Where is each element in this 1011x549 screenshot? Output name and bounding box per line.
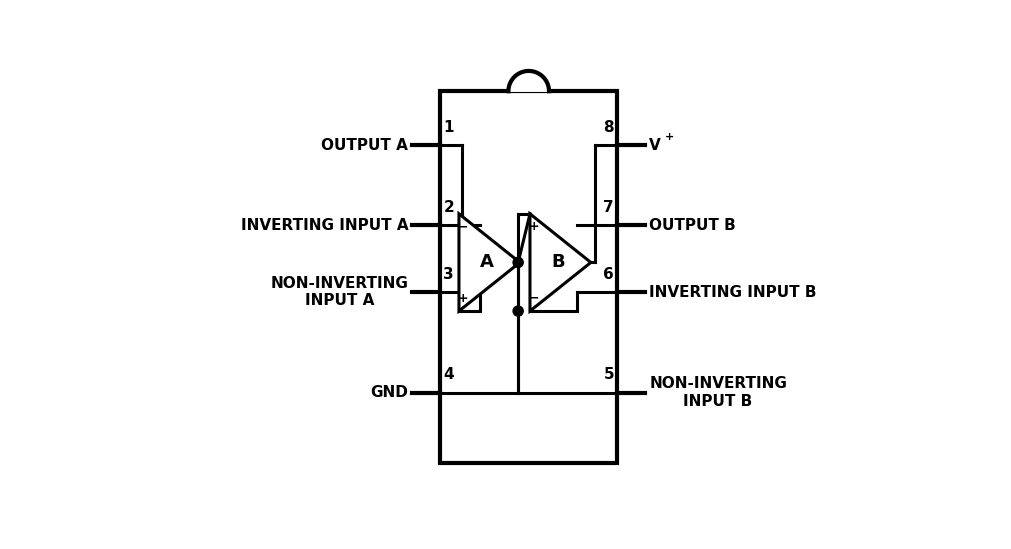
Polygon shape [509, 71, 549, 91]
Polygon shape [530, 214, 590, 311]
Text: B: B [551, 254, 565, 271]
Text: 1: 1 [443, 120, 454, 135]
Circle shape [513, 306, 524, 316]
Text: +: + [665, 132, 674, 142]
Text: 6: 6 [604, 267, 614, 282]
Text: 4: 4 [443, 367, 454, 382]
Text: 2: 2 [443, 200, 454, 215]
Text: OUTPUT A: OUTPUT A [321, 138, 408, 153]
Text: GND: GND [370, 385, 408, 400]
Text: OUTPUT B: OUTPUT B [649, 217, 736, 233]
Text: +: + [529, 220, 540, 233]
Text: NON-INVERTING
INPUT B: NON-INVERTING INPUT B [649, 377, 787, 409]
Text: +: + [458, 292, 468, 305]
Text: 3: 3 [443, 267, 454, 282]
Text: −: − [458, 220, 468, 233]
Text: A: A [480, 254, 494, 271]
Polygon shape [459, 214, 520, 311]
Circle shape [513, 257, 524, 267]
Text: INVERTING INPUT A: INVERTING INPUT A [241, 217, 408, 233]
Text: V: V [649, 138, 661, 153]
Text: NON-INVERTING
INPUT A: NON-INVERTING INPUT A [270, 276, 408, 309]
Text: 5: 5 [604, 367, 614, 382]
Text: −: − [529, 292, 540, 305]
Bar [440, 91, 618, 463]
Text: INVERTING INPUT B: INVERTING INPUT B [649, 284, 817, 300]
Text: 7: 7 [604, 200, 614, 215]
Text: 8: 8 [604, 120, 614, 135]
